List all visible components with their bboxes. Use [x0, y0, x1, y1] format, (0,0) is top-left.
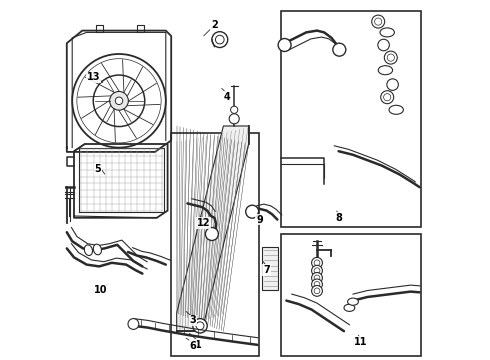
Circle shape — [128, 319, 139, 329]
Ellipse shape — [344, 304, 355, 311]
Ellipse shape — [347, 298, 358, 305]
Bar — [281, 234, 421, 356]
Text: 5: 5 — [95, 164, 101, 174]
Text: 2: 2 — [211, 20, 218, 30]
Circle shape — [384, 94, 391, 101]
Ellipse shape — [378, 66, 392, 75]
Circle shape — [110, 91, 128, 110]
Circle shape — [312, 279, 322, 290]
Ellipse shape — [389, 105, 403, 114]
Polygon shape — [176, 126, 248, 331]
Circle shape — [314, 268, 320, 274]
Bar — [262, 247, 278, 290]
Circle shape — [314, 260, 320, 266]
Text: 13: 13 — [87, 72, 100, 82]
Text: 6: 6 — [190, 341, 196, 351]
Circle shape — [333, 43, 346, 56]
Circle shape — [381, 91, 393, 104]
Text: 10: 10 — [94, 285, 107, 295]
Ellipse shape — [93, 244, 101, 255]
Circle shape — [196, 322, 204, 330]
Circle shape — [216, 35, 224, 44]
Circle shape — [245, 205, 259, 218]
Circle shape — [229, 114, 239, 124]
Text: 11: 11 — [353, 337, 367, 347]
Circle shape — [314, 288, 320, 294]
Text: 4: 4 — [223, 92, 230, 102]
Circle shape — [387, 54, 394, 61]
Text: 1: 1 — [195, 340, 201, 350]
Circle shape — [314, 275, 320, 281]
Text: 8: 8 — [335, 213, 342, 223]
Circle shape — [278, 39, 291, 51]
Bar — [281, 11, 421, 227]
Ellipse shape — [84, 245, 93, 256]
Circle shape — [312, 273, 322, 283]
Circle shape — [312, 257, 322, 268]
Circle shape — [205, 228, 219, 240]
Circle shape — [384, 51, 397, 64]
Circle shape — [378, 39, 390, 51]
Circle shape — [312, 285, 322, 296]
Text: 9: 9 — [256, 215, 263, 225]
Text: 7: 7 — [263, 265, 270, 275]
Circle shape — [387, 79, 398, 90]
Ellipse shape — [380, 28, 394, 37]
Text: 3: 3 — [190, 315, 196, 325]
Circle shape — [115, 97, 122, 104]
Text: 12: 12 — [197, 218, 210, 228]
Circle shape — [374, 18, 382, 25]
Bar — [171, 133, 259, 356]
Circle shape — [372, 15, 385, 28]
Circle shape — [212, 32, 228, 48]
Circle shape — [231, 106, 238, 113]
Circle shape — [312, 265, 322, 276]
Circle shape — [314, 282, 320, 287]
Circle shape — [193, 319, 207, 333]
